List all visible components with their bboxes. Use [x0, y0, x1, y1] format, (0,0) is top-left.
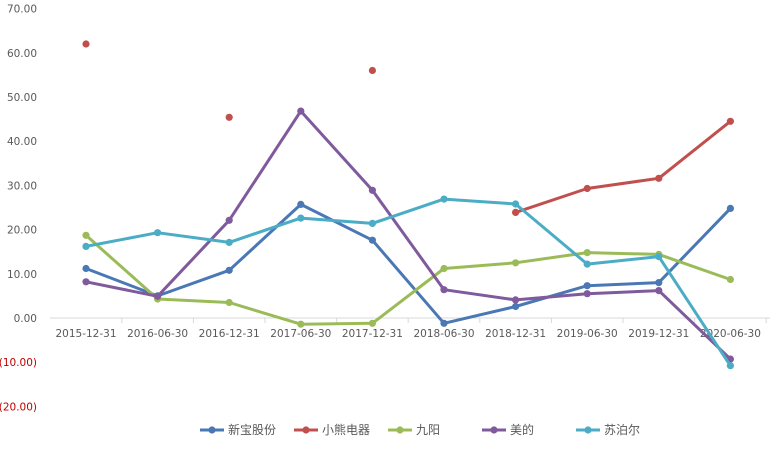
- data-point: [368, 186, 376, 194]
- data-point: [82, 40, 90, 48]
- x-tick-label: 2017-06-30: [270, 328, 331, 340]
- data-point: [726, 117, 735, 125]
- data-point: [225, 238, 233, 246]
- y-tick-label: 60.00: [7, 48, 37, 60]
- legend-swatch-marker: [302, 426, 310, 434]
- series-layer: [82, 40, 735, 370]
- data-point: [655, 287, 663, 295]
- x-tick-label: 2016-12-31: [199, 328, 260, 340]
- data-point: [511, 296, 520, 304]
- x-tick-label: 2016-06-30: [127, 328, 188, 340]
- data-point: [368, 319, 376, 327]
- x-tick-label: 2018-06-30: [413, 328, 474, 340]
- data-point: [655, 253, 663, 261]
- legend-swatch-marker: [584, 426, 592, 434]
- series-line: [514, 119, 732, 214]
- y-tick-label: 30.00: [7, 180, 37, 192]
- data-point: [297, 214, 305, 222]
- legend-swatch-marker: [396, 426, 404, 434]
- legend-label: 美的: [510, 422, 534, 437]
- data-point: [440, 319, 448, 327]
- x-tick-label: 2019-06-30: [557, 328, 618, 340]
- series-line: [84, 197, 732, 368]
- data-point: [225, 298, 233, 307]
- data-point: [368, 219, 376, 227]
- y-tick-label: (10.00): [0, 357, 37, 369]
- axis-layer: 70.00 60.00 50.00 40.00 30.00 20.00 10.00 0.00 (…: [0, 4, 770, 413]
- data-point: [82, 278, 90, 286]
- legend-label: 九阳: [416, 423, 440, 437]
- y-tick-label: 50.00: [7, 92, 37, 104]
- data-point: [440, 195, 448, 203]
- legend-label: 小熊电器: [322, 422, 370, 437]
- legend-label: 苏泊尔: [604, 422, 640, 437]
- data-point: [583, 249, 591, 257]
- data-point: [154, 292, 162, 300]
- data-point: [511, 302, 520, 311]
- series-line: [84, 202, 732, 325]
- y-tick-label: 10.00: [7, 269, 37, 281]
- data-point: [583, 290, 591, 298]
- data-point: [225, 216, 233, 224]
- data-point: [440, 264, 448, 273]
- data-point: [440, 286, 448, 294]
- y-tick-label: 40.00: [7, 136, 37, 148]
- x-tick-label: 2020-06-30: [700, 328, 761, 340]
- y-tick-label: 70.00: [7, 4, 37, 16]
- data-point: [583, 184, 591, 193]
- series-group: [82, 231, 735, 328]
- data-point: [583, 282, 591, 290]
- data-point: [225, 266, 233, 274]
- series-line: [84, 233, 732, 326]
- data-point: [225, 113, 233, 121]
- legend-item: 九阳: [388, 423, 440, 437]
- data-point: [297, 320, 305, 328]
- data-point: [511, 259, 520, 267]
- legend-label: 新宝股份: [228, 422, 276, 437]
- x-tick-label: 2015-12-31: [55, 328, 116, 340]
- series-group: [82, 195, 735, 370]
- legend: 新宝股份 小熊电器 九阳 美的 苏泊尔: [200, 422, 640, 437]
- legend-swatch-marker: [490, 426, 498, 434]
- series-group: [82, 200, 735, 327]
- y-tick-label: 20.00: [7, 225, 37, 237]
- data-point: [82, 264, 90, 273]
- data-point: [655, 174, 663, 182]
- data-point: [368, 66, 376, 75]
- series-group: [82, 40, 735, 216]
- x-tick-label: 2019-12-31: [628, 328, 689, 340]
- x-tick-label: 2017-12-31: [342, 328, 403, 340]
- data-point: [368, 236, 376, 244]
- y-tick-label: (20.00): [0, 401, 37, 413]
- legend-item: 小熊电器: [294, 422, 370, 437]
- data-point: [297, 200, 305, 208]
- legend-item: 新宝股份: [200, 422, 276, 437]
- data-point: [726, 275, 735, 284]
- data-point: [583, 260, 591, 268]
- data-point: [511, 200, 520, 208]
- data-point: [82, 231, 90, 239]
- data-point: [655, 279, 663, 287]
- x-tick-label: 2018-12-31: [485, 328, 546, 340]
- data-point: [82, 242, 90, 250]
- legend-item: 美的: [482, 422, 534, 437]
- data-point: [297, 107, 305, 115]
- legend-swatch-marker: [208, 426, 216, 434]
- data-point: [511, 208, 520, 216]
- y-tick-label: 0.00: [14, 313, 37, 325]
- data-point: [726, 204, 735, 212]
- series-line: [84, 109, 732, 361]
- legend-item: 苏泊尔: [576, 422, 640, 437]
- data-point: [154, 229, 162, 237]
- data-point: [726, 362, 735, 370]
